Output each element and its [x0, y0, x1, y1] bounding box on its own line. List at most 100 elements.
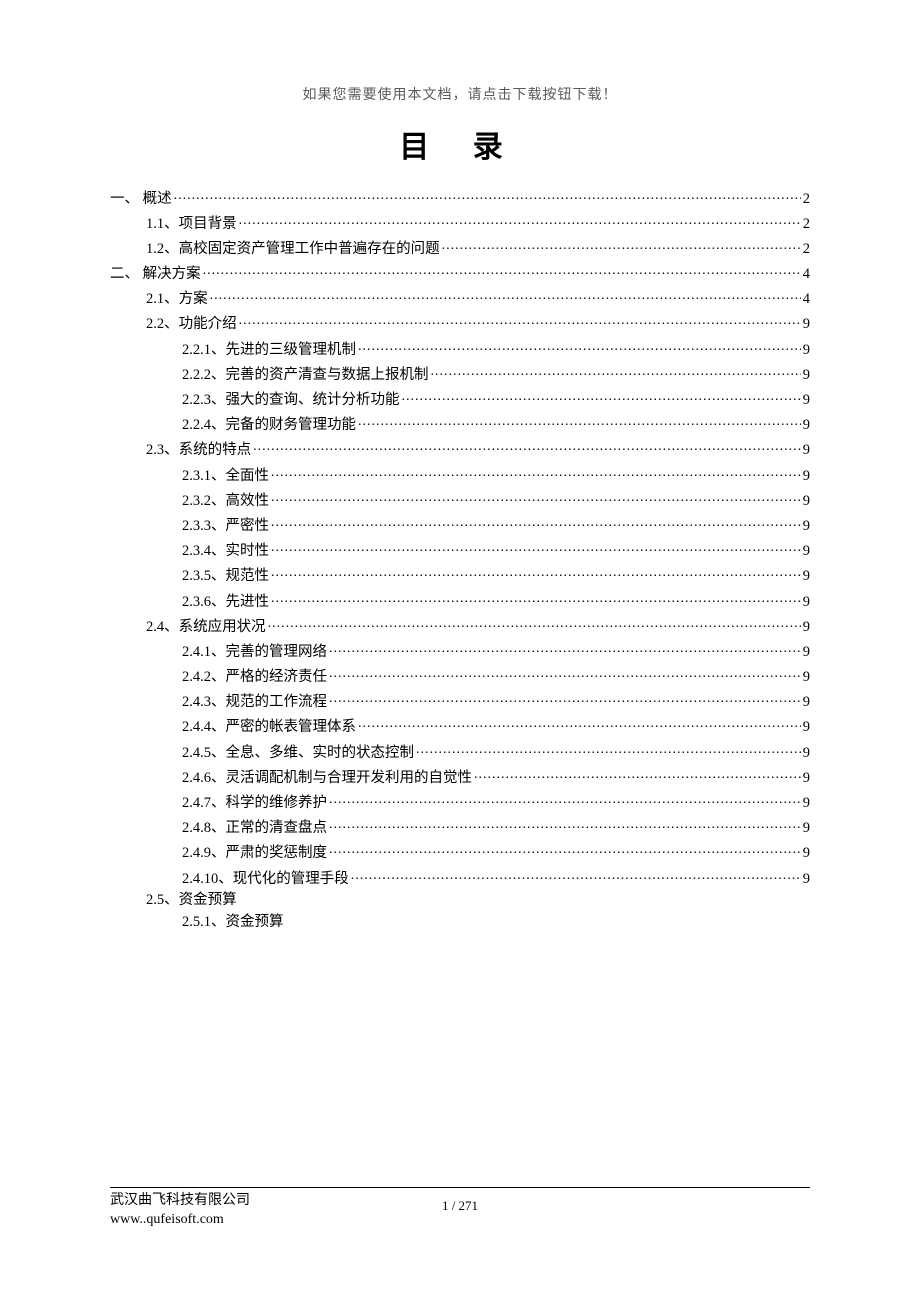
footer-company: 武汉曲飞科技有限公司: [110, 1192, 442, 1211]
toc-row: 2.5.1、资金预算: [110, 915, 810, 930]
toc-label[interactable]: 1.1、项目背景: [146, 217, 237, 232]
toc-row: 2.4.1、完善的管理网络 9: [110, 641, 810, 659]
toc-page-number[interactable]: 9: [803, 494, 810, 509]
toc-label[interactable]: 2.1、方案: [146, 292, 208, 307]
toc-row: 1.2、高校固定资产管理工作中普遍存在的问题 2: [110, 238, 810, 256]
toc-leader-dots: [271, 515, 801, 530]
toc-page-number[interactable]: 9: [803, 519, 810, 534]
toc-label[interactable]: 2.3.5、规范性: [182, 569, 269, 584]
toc-leader-dots: [271, 566, 801, 581]
toc-leader-dots: [239, 314, 801, 329]
toc-label[interactable]: 2.2.3、强大的查询、统计分析功能: [182, 393, 400, 408]
toc-label[interactable]: 2.4.2、严格的经济责任: [182, 670, 327, 685]
toc-page-number[interactable]: 9: [803, 771, 810, 786]
toc-row: 2.4.7、科学的维修养护 9: [110, 793, 810, 811]
toc-row: 2.4.9、严肃的奖惩制度 9: [110, 843, 810, 861]
toc-label[interactable]: 2.4.9、严肃的奖惩制度: [182, 846, 327, 861]
toc-leader-dots: [358, 339, 801, 354]
toc-page-number[interactable]: 2: [803, 192, 810, 207]
toc-leader-dots: [329, 843, 801, 858]
toc-row: 2.4、系统应用状况 9: [110, 616, 810, 634]
toc-page-number[interactable]: 9: [803, 418, 810, 433]
toc-label[interactable]: 2.2.1、先进的三级管理机制: [182, 343, 356, 358]
document-page: 如果您需要使用本文档，请点击下载按钮下载！ 目 录 一、 概述21.1、项目背景…: [0, 0, 920, 929]
toc-label[interactable]: 2.4.5、全息、多维、实时的状态控制: [182, 746, 414, 761]
toc-label[interactable]: 2.2、功能介绍: [146, 317, 237, 332]
toc-row: 2.3.1、全面性 9: [110, 465, 810, 483]
toc-leader-dots: [271, 465, 801, 480]
toc-page-number[interactable]: 2: [803, 242, 810, 257]
toc-label[interactable]: 二、 解决方案: [110, 267, 201, 282]
toc-label[interactable]: 2.5.1、资金预算: [182, 915, 284, 930]
toc-page-number[interactable]: 9: [803, 846, 810, 861]
toc-label[interactable]: 2.4.4、严密的帐表管理体系: [182, 720, 356, 735]
toc-label[interactable]: 2.2.4、完备的财务管理功能: [182, 418, 356, 433]
toc-page-number[interactable]: 9: [803, 695, 810, 710]
toc-page-number[interactable]: 9: [803, 469, 810, 484]
toc-label[interactable]: 2.4.10、现代化的管理手段: [182, 872, 349, 887]
footer-rule: [110, 1187, 810, 1188]
toc-leader-dots: [329, 667, 801, 682]
table-of-contents: 一、 概述 2 1.1、项目背景 2 1.2、高校固定资产管理工作中普遍存在的问题 2 二、…: [110, 188, 810, 929]
toc-row: 2.2.4、完备的财务管理功能 9: [110, 415, 810, 433]
toc-page-number[interactable]: 9: [803, 343, 810, 358]
toc-label[interactable]: 2.3.3、严密性: [182, 519, 269, 534]
toc-page-number[interactable]: 9: [803, 796, 810, 811]
toc-leader-dots: [253, 440, 801, 455]
toc-label[interactable]: 2.3.1、全面性: [182, 469, 269, 484]
toc-leader-dots: [210, 289, 801, 304]
toc-label[interactable]: 2.3.4、实时性: [182, 544, 269, 559]
toc-leader-dots: [474, 767, 801, 782]
toc-label[interactable]: 2.3、系统的特点: [146, 443, 251, 458]
toc-page-number[interactable]: 9: [803, 670, 810, 685]
toc-leader-dots: [329, 692, 801, 707]
toc-page-number[interactable]: 9: [803, 645, 810, 660]
toc-label[interactable]: 1.2、高校固定资产管理工作中普遍存在的问题: [146, 242, 440, 257]
toc-page-number[interactable]: 9: [803, 317, 810, 332]
toc-row: 一、 概述 2: [110, 188, 810, 206]
footer-page-indicator: 1 / 271: [442, 1192, 478, 1214]
toc-label[interactable]: 2.5、资金预算: [146, 893, 237, 908]
toc-page-number[interactable]: 9: [803, 368, 810, 383]
toc-page-number[interactable]: 9: [803, 443, 810, 458]
toc-page-number[interactable]: 9: [803, 393, 810, 408]
toc-leader-dots: [329, 641, 801, 656]
toc-label[interactable]: 2.3.2、高效性: [182, 494, 269, 509]
toc-row: 1.1、项目背景 2: [110, 213, 810, 231]
toc-row: 2.5、资金预算: [110, 893, 810, 908]
toc-label[interactable]: 2.4.1、完善的管理网络: [182, 645, 327, 660]
toc-leader-dots: [358, 415, 801, 430]
toc-page-number[interactable]: 9: [803, 595, 810, 610]
toc-page-number[interactable]: 9: [803, 720, 810, 735]
toc-label[interactable]: 2.4、系统应用状况: [146, 620, 266, 635]
toc-leader-dots: [271, 490, 801, 505]
toc-row: 2.2、功能介绍 9: [110, 314, 810, 332]
toc-label[interactable]: 2.4.3、规范的工作流程: [182, 695, 327, 710]
toc-label[interactable]: 一、 概述: [110, 192, 172, 207]
toc-page-number[interactable]: 9: [803, 821, 810, 836]
toc-page-number[interactable]: 4: [803, 267, 810, 282]
toc-page-number[interactable]: 9: [803, 872, 810, 887]
footer-content: 武汉曲飞科技有限公司 www..qufeisoft.com 1 / 271: [110, 1192, 810, 1230]
toc-row: 2.2.1、先进的三级管理机制 9: [110, 339, 810, 357]
toc-page-number[interactable]: 9: [803, 544, 810, 559]
toc-page-number[interactable]: 4: [803, 292, 810, 307]
toc-row: 2.4.3、规范的工作流程 9: [110, 692, 810, 710]
toc-leader-dots: [239, 213, 801, 228]
toc-label[interactable]: 2.3.6、先进性: [182, 595, 269, 610]
toc-row: 2.3.3、严密性 9: [110, 515, 810, 533]
toc-label[interactable]: 2.2.2、完善的资产清查与数据上报机制: [182, 368, 429, 383]
toc-row: 2.4.8、正常的清查盘点 9: [110, 818, 810, 836]
toc-page-number[interactable]: 9: [803, 746, 810, 761]
toc-row: 2.2.3、强大的查询、统计分析功能 9: [110, 390, 810, 408]
toc-label[interactable]: 2.4.8、正常的清查盘点: [182, 821, 327, 836]
toc-leader-dots: [358, 717, 801, 732]
toc-page-number[interactable]: 2: [803, 217, 810, 232]
toc-label[interactable]: 2.4.7、科学的维修养护: [182, 796, 327, 811]
toc-label[interactable]: 2.4.6、灵活调配机制与合理开发利用的自觉性: [182, 771, 472, 786]
toc-page-number[interactable]: 9: [803, 620, 810, 635]
toc-page-number[interactable]: 9: [803, 569, 810, 584]
toc-leader-dots: [268, 616, 801, 631]
toc-leader-dots: [402, 390, 801, 405]
toc-row: 2.3.2、高效性 9: [110, 490, 810, 508]
